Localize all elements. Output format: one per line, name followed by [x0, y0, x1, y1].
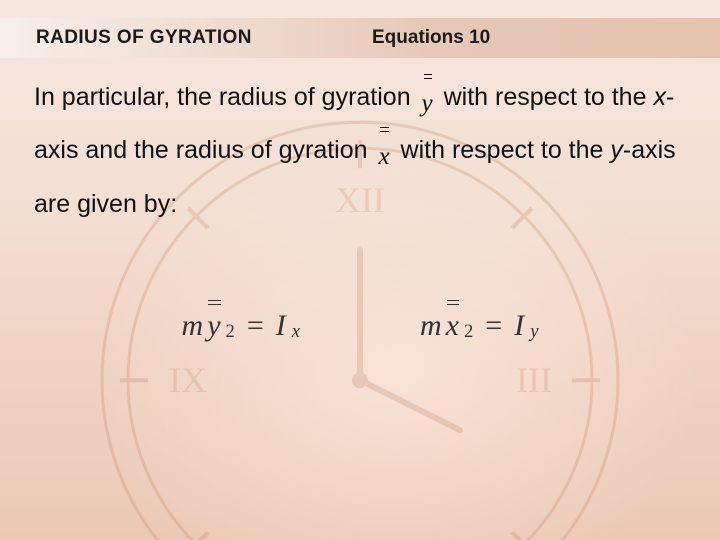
- italic-x: x: [653, 83, 666, 111]
- svg-text:IX: IX: [169, 360, 207, 400]
- italic-y: y: [610, 136, 623, 164]
- eq2-m: m: [420, 309, 442, 343]
- svg-text:III: III: [516, 360, 552, 400]
- eq1-squared: 2: [226, 321, 235, 343]
- eq1-var-y-double-bar: y: [207, 300, 220, 343]
- header-title-right: Equations 10: [372, 27, 490, 49]
- equations-row: my2 = Ix mx2 = Iy: [0, 300, 720, 343]
- eq1-m: m: [182, 309, 204, 343]
- eq2-equals: =: [485, 309, 502, 343]
- body-text-1: In particular, the radius of gyration: [34, 83, 418, 111]
- body-text-4: with respect to the: [401, 136, 611, 164]
- eq1-I: I: [276, 309, 286, 343]
- symbol-y-double-bar: y: [422, 74, 433, 127]
- eq1-sub-x: x: [292, 321, 300, 343]
- header-title-left: RADIUS OF GYRATION: [36, 27, 252, 49]
- eq2-squared: 2: [464, 321, 473, 343]
- slide-body: In particular, the radius of gyration y …: [34, 74, 686, 227]
- symbol-x-double-bar: x: [378, 127, 389, 180]
- eq1-equals: =: [247, 309, 264, 343]
- equation-2: mx2 = Iy: [420, 300, 538, 343]
- eq2-var-x-double-bar: x: [446, 300, 459, 343]
- body-text-2: with respect to the: [444, 83, 654, 111]
- eq2-sub-y: y: [530, 321, 538, 343]
- equation-1: my2 = Ix: [182, 300, 300, 343]
- slide-header-band: RADIUS OF GYRATION Equations 10: [0, 18, 720, 58]
- eq2-I: I: [514, 309, 524, 343]
